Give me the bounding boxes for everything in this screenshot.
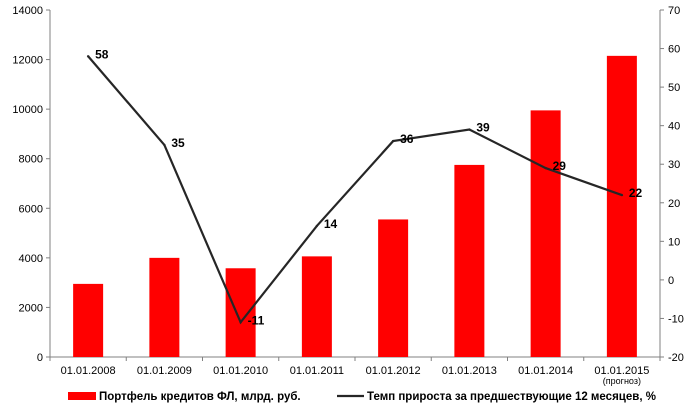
line-path bbox=[87, 55, 623, 325]
y-right-tick-label: 60 bbox=[668, 44, 680, 56]
bar bbox=[378, 219, 409, 357]
line-point bbox=[315, 224, 319, 228]
x-tick-note: (прогноз) bbox=[603, 376, 641, 386]
x-tick-label: 01.01.2008 bbox=[61, 365, 116, 377]
y-right-tick-label: 0 bbox=[668, 275, 674, 287]
x-tick-label: 01.01.2009 bbox=[137, 365, 192, 377]
y-left-tick-label: 6000 bbox=[19, 203, 43, 215]
line-point bbox=[391, 139, 395, 143]
y-left-tick-label: 12000 bbox=[12, 55, 43, 67]
bar bbox=[530, 110, 561, 357]
bar bbox=[301, 256, 332, 357]
legend-swatch-bar bbox=[68, 392, 96, 400]
line-data-label: 14 bbox=[324, 217, 338, 231]
y-right-tick-label: 20 bbox=[668, 198, 680, 210]
line-point bbox=[620, 193, 624, 197]
line-series bbox=[86, 55, 624, 325]
line-data-label: 58 bbox=[95, 47, 109, 61]
y-right-tick-label: 50 bbox=[668, 82, 680, 94]
y-left-tick-label: 14000 bbox=[12, 5, 43, 17]
data-labels: 58 35 -11 14 36 39 29 22 bbox=[95, 47, 642, 327]
line-point bbox=[468, 128, 471, 131]
x-tick-label: 01.01.2015 bbox=[594, 365, 649, 377]
line-point bbox=[544, 166, 547, 170]
line-data-label: 36 bbox=[400, 132, 414, 146]
y-left-tick-label: 4000 bbox=[19, 253, 43, 265]
x-tick-label: 01.01.2011 bbox=[290, 365, 344, 377]
legend-label-line: Темп прироста за предшествующие 12 месяц… bbox=[367, 391, 656, 403]
y-right-tick-label: 30 bbox=[668, 159, 680, 171]
line-point bbox=[239, 321, 242, 324]
bar bbox=[225, 268, 256, 357]
bar-series bbox=[73, 55, 637, 357]
line-point bbox=[86, 55, 90, 58]
x-tick-label: 01.01.2010 bbox=[213, 365, 268, 377]
y-right-tick-label: -10 bbox=[668, 313, 684, 325]
y-right-tick-label: 70 bbox=[668, 5, 680, 17]
axes: 02000400060008000100001200014000-20-1001… bbox=[12, 5, 684, 386]
bar bbox=[149, 257, 180, 357]
y-left-tick-label: 0 bbox=[37, 352, 43, 364]
x-tick-label: 01.01.2014 bbox=[518, 365, 573, 377]
line-data-label: -11 bbox=[248, 313, 265, 327]
y-left-tick-label: 8000 bbox=[19, 154, 43, 166]
y-left-tick-label: 10000 bbox=[12, 104, 43, 116]
y-left-tick-label: 2000 bbox=[19, 302, 43, 314]
line-data-label: 39 bbox=[476, 121, 490, 135]
line-data-label: 29 bbox=[553, 159, 567, 173]
bar bbox=[454, 164, 485, 357]
bar bbox=[606, 55, 637, 357]
x-tick-label: 01.01.2012 bbox=[366, 365, 421, 377]
line-data-label: 22 bbox=[629, 186, 643, 200]
bar bbox=[73, 283, 104, 357]
line-data-label: 35 bbox=[171, 136, 185, 150]
legend: Портфель кредитов ФЛ, млрд. руб. Темп при… bbox=[68, 391, 656, 403]
y-right-tick-label: 40 bbox=[668, 121, 680, 133]
x-tick-label: 01.01.2013 bbox=[442, 365, 497, 377]
y-right-tick-label: 10 bbox=[668, 236, 680, 248]
line-point bbox=[163, 143, 166, 147]
legend-label-bar: Портфель кредитов ФЛ, млрд. руб. bbox=[99, 391, 301, 403]
y-right-tick-label: -20 bbox=[668, 352, 684, 364]
